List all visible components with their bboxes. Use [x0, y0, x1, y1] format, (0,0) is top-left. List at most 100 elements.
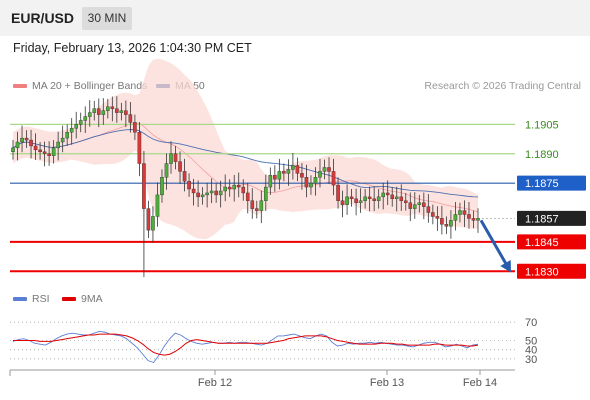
- candle-up: [264, 186, 268, 201]
- rsi-tick-1: 50: [525, 336, 537, 348]
- candle-down: [273, 175, 277, 180]
- candle-up: [394, 196, 399, 200]
- candle-up: [65, 132, 69, 139]
- rsi-swatch: [13, 297, 27, 302]
- candle-up: [20, 137, 24, 143]
- candle-up: [169, 153, 173, 164]
- candle-up: [74, 124, 79, 129]
- candle-up: [83, 116, 88, 121]
- last-price-label: 1.1857: [525, 213, 559, 225]
- candle-down: [227, 186, 232, 190]
- level-box-4: [517, 263, 586, 279]
- candle-down: [295, 165, 300, 174]
- candle-down: [462, 210, 467, 215]
- credit-text: Research © 2026 Trading Central: [424, 80, 581, 92]
- candle-up: [160, 177, 164, 196]
- candle-down: [115, 108, 119, 113]
- candle-up: [205, 192, 209, 196]
- rsi-tick-3: 30: [525, 354, 537, 366]
- candle-down: [349, 196, 354, 200]
- rsi-tick-0: 70: [525, 317, 537, 329]
- candle-down: [182, 171, 187, 182]
- candle-up: [381, 192, 385, 198]
- candle-down: [354, 198, 358, 203]
- candle-down: [385, 192, 390, 196]
- candle-down: [422, 202, 426, 207]
- candle-up: [15, 141, 20, 149]
- candle-up: [412, 204, 417, 209]
- candle-up: [376, 196, 381, 201]
- candle-up: [200, 194, 205, 198]
- date-line: Friday, February 13, 2026 1:04:30 PM CET: [13, 41, 252, 55]
- x-tick-label-2: Feb 14: [463, 377, 497, 389]
- level-label-3: 1.1845: [525, 237, 559, 249]
- candle-up: [92, 108, 97, 113]
- candle-down: [390, 194, 395, 200]
- candle-up: [309, 182, 313, 188]
- candle-down: [191, 188, 196, 194]
- candle-down: [96, 108, 101, 115]
- candle-down: [336, 184, 340, 201]
- candle-down: [245, 192, 250, 201]
- candle-down: [440, 218, 444, 225]
- candle-up: [259, 200, 264, 211]
- candle-down: [372, 198, 376, 201]
- candle-down: [42, 151, 47, 154]
- legend-bollinger-label: MA 20 + Bollinger Bands: [32, 80, 148, 92]
- candle-down: [47, 153, 51, 156]
- candle-up: [286, 169, 291, 174]
- candle-up: [155, 194, 160, 217]
- candle-down: [399, 196, 404, 201]
- candle-down: [124, 110, 128, 115]
- level-label-2: 1.1875: [525, 178, 559, 190]
- candle-down: [33, 145, 38, 151]
- candle-down: [367, 196, 372, 200]
- candle-up: [458, 210, 462, 215]
- legend-bollinger: MA 20 + Bollinger Bands: [13, 80, 147, 92]
- candle-up: [363, 196, 367, 201]
- candle-down: [133, 122, 137, 133]
- candle-up: [291, 165, 295, 170]
- candle-up: [417, 202, 422, 205]
- candle-up: [345, 196, 349, 205]
- candle-down: [250, 200, 255, 209]
- candle-down: [110, 106, 115, 109]
- candle-down: [178, 161, 182, 172]
- candle-up: [313, 177, 318, 184]
- candle-up: [232, 184, 237, 190]
- legend-rsi-label: RSI: [32, 293, 50, 305]
- candle-down: [403, 200, 408, 203]
- candle-up: [218, 190, 223, 196]
- candle-up: [358, 200, 363, 203]
- rsi-ma9-line: [13, 333, 479, 356]
- candle-up: [11, 147, 15, 153]
- level-box-2: [517, 175, 586, 191]
- candle-up: [56, 141, 60, 149]
- candle-down: [426, 206, 431, 213]
- bollinger-swatch: [13, 84, 27, 89]
- rsi-line: [12, 330, 479, 364]
- candle-down: [467, 214, 471, 219]
- bollinger-band: [13, 58, 478, 240]
- forecast-arrow-shaft: [479, 219, 510, 269]
- candle-down: [38, 149, 42, 153]
- candle-down: [304, 177, 309, 188]
- candle-down: [408, 202, 413, 209]
- candle-down: [435, 216, 440, 219]
- ma9-swatch: [62, 297, 76, 302]
- candle-up: [476, 218, 480, 221]
- candle-up: [449, 220, 453, 227]
- level-label-1: 1.1890: [525, 149, 559, 161]
- candle-down: [29, 139, 33, 147]
- candle-down: [300, 173, 304, 178]
- candle-down: [128, 114, 133, 123]
- x-tick-label-1: Feb 13: [370, 377, 404, 389]
- candle-down: [327, 167, 331, 172]
- candle-up: [119, 110, 124, 113]
- candle-down: [236, 184, 241, 188]
- candle-down: [444, 224, 449, 227]
- candle-up: [78, 120, 83, 125]
- candle-up: [87, 112, 92, 117]
- timeframe-badge[interactable]: 30 MIN: [82, 7, 132, 30]
- candle-down: [137, 132, 142, 164]
